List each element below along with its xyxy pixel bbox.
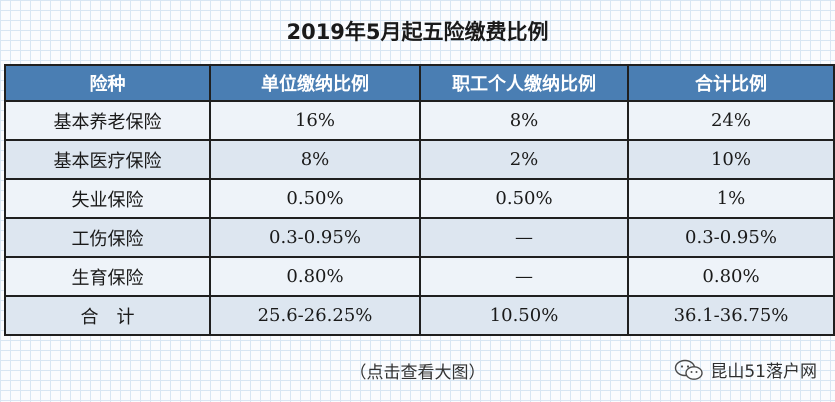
cell-employee-rate: 0.50% [419,178,629,219]
cell-total-rate: 1% [627,178,835,219]
cell-insurance-type: 失业保险 [4,178,211,219]
watermark-text: 昆山51落户网 [710,362,817,382]
table-row: 基本医疗保险 8% 2% 10% [4,139,835,180]
cell-total-rate: 36.1-36.75% [627,295,835,336]
cell-total-rate: 0.80% [627,256,835,297]
cell-total-rate: 10% [627,139,835,180]
cell-insurance-type: 合 计 [4,295,211,336]
cell-insurance-type: 基本养老保险 [4,100,211,141]
table-header-row: 险种 单位缴纳比例 职工个人缴纳比例 合计比例 [4,64,835,102]
header-total-rate: 合计比例 [627,64,835,102]
cell-employee-rate: — [419,256,629,297]
table-row: 工伤保险 0.3-0.95% — 0.3-0.95% [4,217,835,258]
cell-employer-rate: 25.6-26.25% [209,295,421,336]
watermark: 昆山51落户网 [674,357,817,382]
header-employer-rate: 单位缴纳比例 [209,64,421,102]
cell-employee-rate: 10.50% [419,295,629,336]
header-insurance-type: 险种 [4,64,211,102]
cell-employee-rate: 8% [419,100,629,141]
table-row: 基本养老保险 16% 8% 24% [4,100,835,141]
cell-total-rate: 0.3-0.95% [627,217,835,258]
insurance-rate-table: 险种 单位缴纳比例 职工个人缴纳比例 合计比例 基本养老保险 16% 8% 24… [4,64,835,336]
wechat-icon [675,359,704,380]
cell-employee-rate: — [419,217,629,258]
cell-insurance-type: 基本医疗保险 [4,139,211,180]
header-employee-rate: 职工个人缴纳比例 [419,64,629,102]
cell-total-rate: 24% [627,100,835,141]
cell-employer-rate: 0.3-0.95% [209,217,421,258]
table-row: 失业保险 0.50% 0.50% 1% [4,178,835,219]
view-large-image-link[interactable]: （点击查看大图） [349,363,486,383]
cell-insurance-type: 工伤保险 [4,217,211,258]
page-title: 2019年5月起五险缴费比例 [286,20,549,44]
table-row: 生育保险 0.80% — 0.80% [4,256,835,297]
table-total-row: 合 计 25.6-26.25% 10.50% 36.1-36.75% [4,295,835,336]
cell-employer-rate: 16% [209,100,421,141]
cell-insurance-type: 生育保险 [4,256,211,297]
cell-employer-rate: 0.80% [209,256,421,297]
cell-employer-rate: 0.50% [209,178,421,219]
cell-employer-rate: 8% [209,139,421,180]
cell-employee-rate: 2% [419,139,629,180]
